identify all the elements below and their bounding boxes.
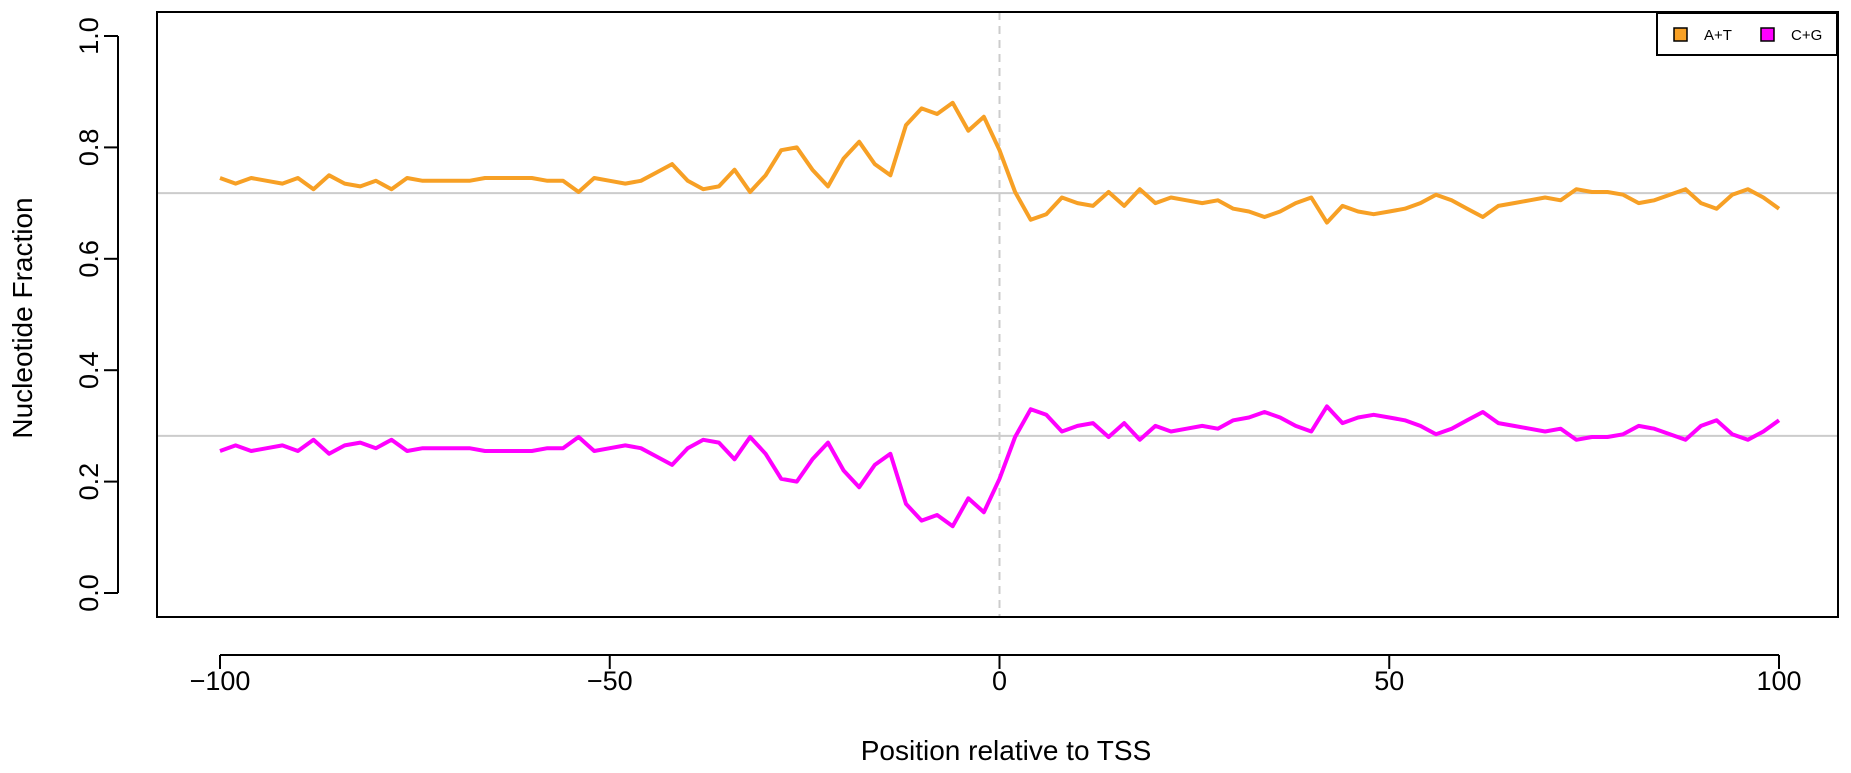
series-lines [219,100,1781,529]
series-line [219,404,1781,529]
x-tick-label: 50 [1374,666,1404,696]
legend-label: A+T [1704,27,1732,44]
reference-lines [157,12,1838,617]
y-tick-label: 0.2 [74,463,104,501]
y-tick-label: 0.4 [74,351,104,389]
y-tick-label: 0.6 [74,240,104,278]
x-tick-label: −50 [587,666,633,696]
legend-swatch [1760,27,1775,42]
x-tick-label: 0 [992,666,1007,696]
y-tick-label: 0.8 [74,129,104,167]
axes: −100 −50 0 50 100 0.0 0.2 0.4 0.6 0.8 1.0 [74,17,1802,696]
series-line [219,100,1781,225]
legend: A+T C+G [1656,12,1838,56]
y-tick-label: 1.0 [74,17,104,55]
y-tick-label: 0.0 [74,574,104,612]
legend-swatch [1673,27,1688,42]
x-tick-label: 100 [1756,666,1801,696]
x-tick-label: −100 [190,666,251,696]
x-axis-title: Position relative to TSS [861,735,1152,766]
legend-label: C+G [1791,27,1822,44]
y-axis-title: Nucleotide Fraction [7,197,38,438]
plot-frame [156,11,1839,618]
